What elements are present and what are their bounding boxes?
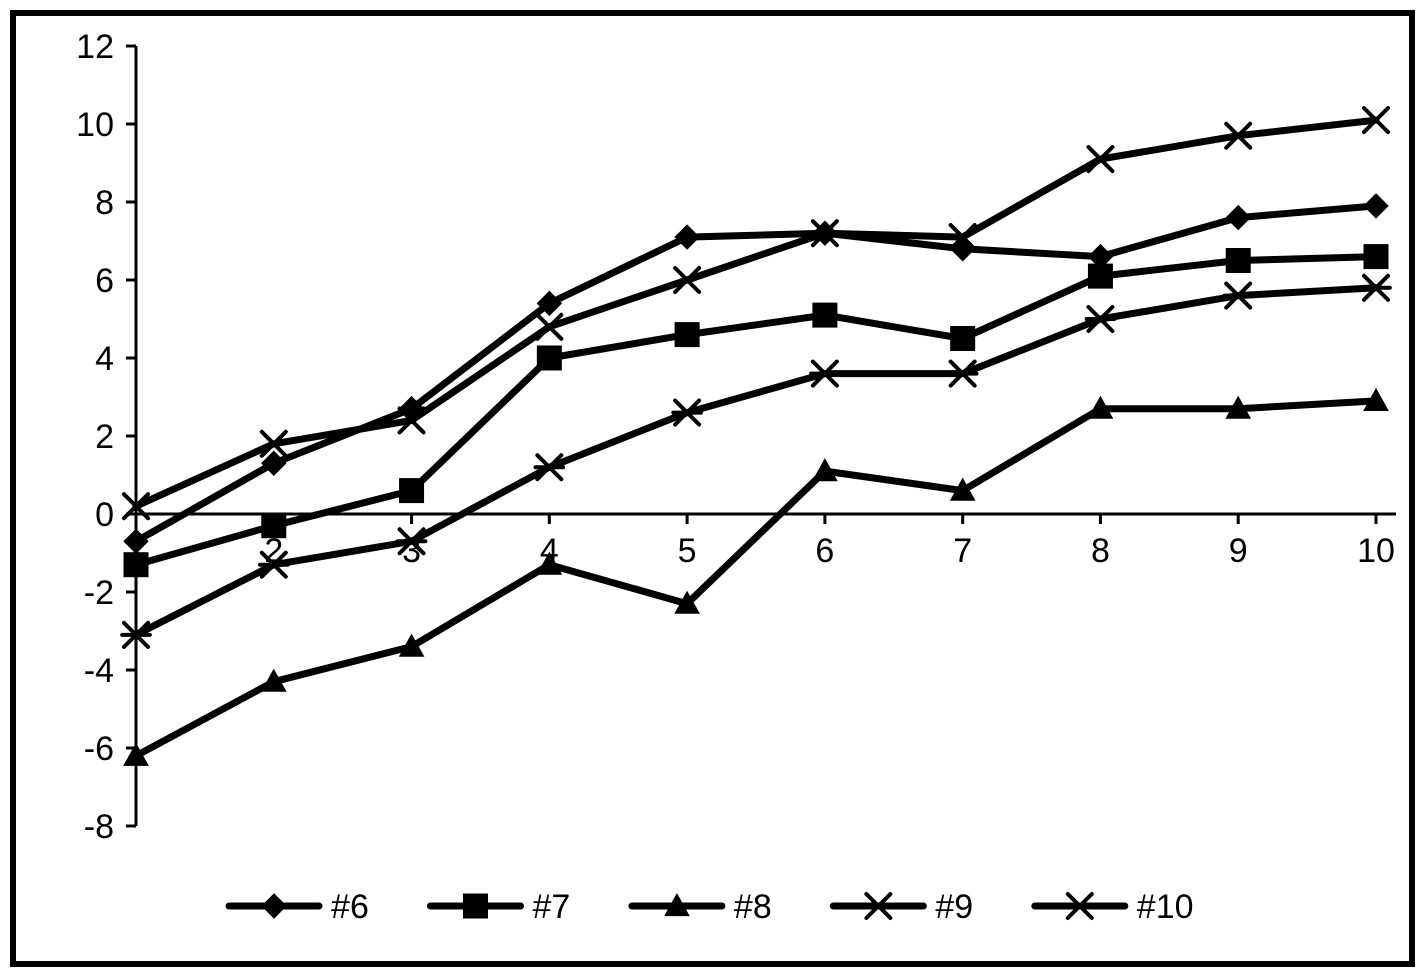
legend-label: #8	[734, 888, 772, 926]
legend: #6 #7 #8 #9 #10	[229, 888, 1193, 926]
y-tick-label: -8	[84, 808, 114, 846]
y-tick-label: 2	[95, 418, 114, 456]
series-6	[124, 194, 1388, 553]
legend-label: #10	[1137, 888, 1194, 926]
y-tick-label: -6	[84, 730, 114, 768]
y-tick-label: 12	[76, 28, 114, 66]
legend-label: #7	[532, 888, 570, 926]
series-10	[122, 276, 1390, 647]
x-tick-label: 7	[953, 532, 972, 570]
y-tick-label: 6	[95, 262, 114, 300]
y-tick-label: 10	[76, 106, 114, 144]
y-tick-label: 8	[95, 184, 114, 222]
x-tick-label: 6	[815, 532, 834, 570]
legend-label: #6	[331, 888, 369, 926]
x-tick-label: 5	[678, 532, 697, 570]
y-tick-label: -4	[84, 652, 114, 690]
line-chart: -8-6-4-202468101212345678910#6#7#8#9#10	[16, 16, 1409, 961]
x-tick-label: 10	[1357, 532, 1395, 570]
legend-label: #9	[935, 888, 973, 926]
y-tick-label: 0	[95, 496, 114, 534]
chart-frame: -8-6-4-202468101212345678910#6#7#8#9#10	[10, 10, 1415, 967]
series-9	[124, 108, 1388, 518]
y-tick-label: -2	[84, 574, 114, 612]
x-tick-label: 9	[1229, 532, 1248, 570]
x-tick-label: 8	[1091, 532, 1110, 570]
y-tick-label: 4	[95, 340, 114, 378]
